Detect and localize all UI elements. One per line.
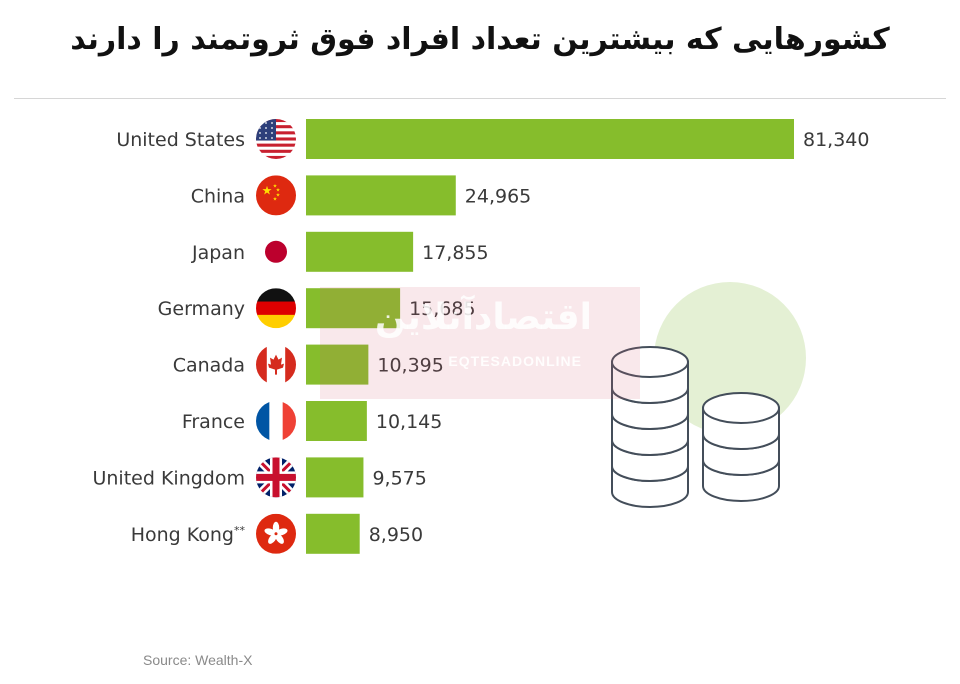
svg-text:★: ★ (276, 192, 281, 198)
bar (306, 175, 456, 216)
jp-flag-icon (256, 231, 296, 272)
coin-stacks-icon (611, 282, 806, 508)
bar-row: United States 81,340 (116, 119, 869, 159)
category-label: Hong Kong** (131, 524, 246, 546)
svg-text:★: ★ (273, 183, 278, 189)
cn-flag-icon: ★ ★★★★ (256, 175, 296, 216)
us-flag-icon (256, 119, 296, 159)
de-flag-icon (256, 288, 296, 329)
svg-text:★: ★ (262, 183, 273, 197)
bar-row: Japan 17,855 (191, 231, 489, 272)
bar (306, 513, 360, 554)
bar (306, 457, 364, 498)
bar (306, 288, 401, 329)
gb-flag-icon (256, 457, 296, 498)
watermark-text-en: EQTESADONLINE (448, 353, 582, 369)
bar-row: Canada 10,395 (173, 344, 444, 385)
value-label: 24,965 (465, 185, 531, 207)
value-label: 81,340 (803, 129, 869, 151)
value-label: 17,855 (422, 242, 488, 264)
fr-flag-icon (256, 401, 296, 441)
bar (306, 344, 369, 385)
bar (306, 119, 794, 159)
bar-row: Hong Kong** 8,950 (131, 513, 423, 554)
bar-row: United Kingdom 9,575 (92, 457, 427, 498)
category-label: China (191, 185, 245, 207)
category-label: Germany (158, 298, 245, 320)
category-label: United Kingdom (92, 467, 245, 489)
value-label: 15,685 (409, 298, 475, 320)
ca-flag-icon (256, 344, 296, 385)
category-label: United States (116, 129, 245, 151)
bar (306, 231, 414, 272)
value-label: 8,950 (369, 524, 423, 546)
watermark-text-fa: اقتصادآنلاین (374, 297, 592, 338)
page-title: کشورهایی که بیشترین تعداد افراد فوق ثروت… (70, 22, 890, 57)
category-label: Japan (191, 242, 245, 264)
category-label: Canada (173, 355, 245, 377)
category-label: France (182, 411, 245, 433)
title-divider (14, 98, 946, 99)
value-label: 9,575 (372, 467, 426, 489)
bar (306, 401, 367, 441)
bar-row: Germany 15,685 (158, 288, 476, 329)
hk-flag-icon (256, 513, 296, 554)
bar-row: China ★ ★★★★ 24,965 (191, 175, 531, 216)
source-note: Source: Wealth-X (143, 652, 253, 668)
bar-row: France 10,145 (182, 401, 442, 441)
value-label: 10,395 (377, 355, 443, 377)
svg-text:★: ★ (273, 196, 278, 202)
svg-text:★: ★ (276, 187, 281, 193)
value-label: 10,145 (376, 411, 442, 433)
watermark: اقتصادآنلاین EQTESADONLINE (320, 287, 640, 399)
